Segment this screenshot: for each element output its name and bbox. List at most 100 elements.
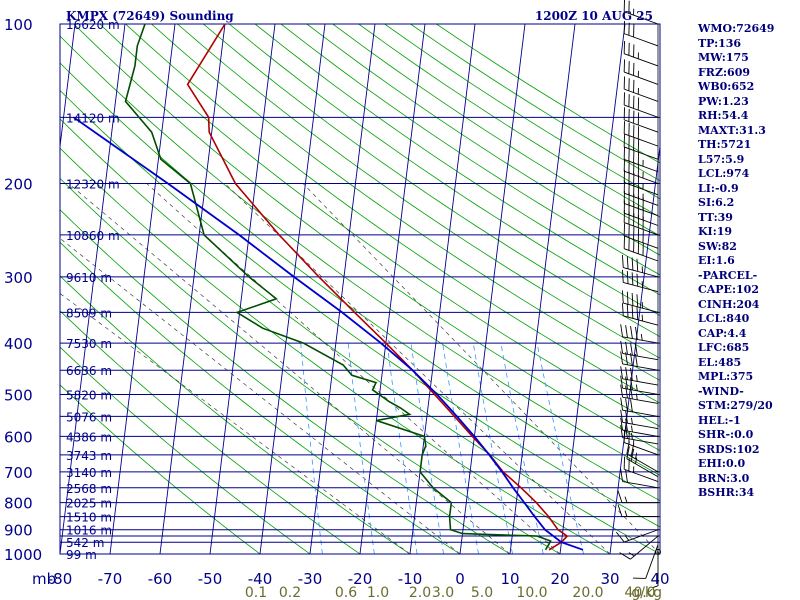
wind-barb — [623, 223, 659, 249]
wind-staff — [624, 192, 659, 206]
index-row: EL:485 — [698, 355, 742, 369]
index-row: LFC:685 — [698, 341, 750, 354]
adiabat-lines — [60, 24, 660, 554]
wind-barb — [622, 290, 659, 313]
isotherm — [109, 24, 176, 554]
index-row: -PARCEL- — [698, 268, 758, 282]
wind-feather — [636, 307, 639, 320]
wind-feather — [626, 291, 629, 305]
height-label: 16620 m — [66, 18, 120, 32]
temperature-tick-label: 10 — [500, 570, 519, 588]
wind-feather — [625, 385, 628, 399]
wind-half-feather — [624, 496, 628, 503]
dry-adiabat — [177, 24, 660, 359]
wind-feather — [625, 325, 628, 338]
wind-feather — [622, 303, 624, 316]
index-row: PW:1.23 — [698, 94, 749, 108]
wind-staff — [623, 302, 659, 313]
dry-adiabat — [203, 24, 660, 338]
wind-feather — [625, 376, 628, 390]
index-row: SI:6.2 — [698, 196, 735, 209]
dry-adiabat — [60, 275, 411, 554]
index-row: TT:39 — [698, 210, 733, 224]
wind-staff — [623, 315, 659, 326]
wind-half-feather — [635, 457, 638, 464]
wind-barb — [623, 0, 659, 25]
wind-barb — [623, 92, 659, 118]
wind-barb — [623, 158, 659, 184]
wind-staff — [624, 71, 659, 85]
wind-feather — [631, 305, 634, 319]
wind-barb — [623, 169, 659, 196]
plot-frame — [59, 23, 661, 555]
wind-barb — [620, 384, 659, 404]
wind-staff — [622, 336, 659, 344]
index-row: SHR-:0.0 — [698, 428, 754, 441]
wind-feather — [625, 398, 628, 412]
wind-barb — [619, 535, 659, 560]
wind-staff — [624, 202, 659, 217]
isotherm — [509, 24, 576, 554]
pressure-tick-label: 1000 — [4, 546, 42, 564]
wind-feather — [626, 271, 629, 284]
index-row: EI:1.6 — [698, 254, 735, 267]
wind-feather — [630, 399, 633, 412]
wind-feather — [635, 343, 638, 357]
wind-staff — [624, 133, 659, 147]
wind-feather — [620, 351, 623, 365]
wind-staff — [622, 363, 659, 371]
height-label: 5820 m — [66, 388, 112, 402]
wind-feather — [626, 304, 629, 318]
wind-feather — [622, 290, 624, 304]
temperature-tick-label: 0 — [455, 570, 465, 588]
dewpoint-trace — [124, 24, 552, 551]
pressure-tick-label: 600 — [4, 428, 33, 446]
isotherm — [259, 24, 326, 554]
wind-feather — [636, 273, 639, 287]
isotherm — [159, 24, 226, 554]
wind-barb — [622, 254, 659, 278]
height-label: 7530 m — [66, 337, 112, 351]
wind-staff — [622, 396, 659, 404]
height-label: 9610 m — [66, 271, 112, 285]
pressure-tick-label: 400 — [4, 335, 33, 353]
wind-staff — [624, 222, 659, 236]
wind-barb — [620, 417, 659, 437]
wind-barb — [620, 425, 659, 445]
dry-adiabat — [280, 24, 660, 276]
wind-staff — [622, 387, 659, 395]
dry-adiabat — [60, 384, 261, 554]
wind-half-feather — [624, 535, 630, 541]
wind-half-feather — [631, 425, 633, 432]
wind-staff — [624, 248, 659, 262]
temperature-tick-label: -50 — [198, 570, 223, 588]
index-row: SW:82 — [698, 239, 737, 253]
index-row: HEL:-1 — [698, 413, 741, 427]
isotherm — [559, 24, 626, 554]
height-label: 12320 m — [66, 178, 120, 192]
mixing-ratio-label: 0.1 — [245, 585, 267, 600]
wind-feather — [620, 417, 623, 431]
wind-barb — [620, 468, 659, 489]
isotherm — [60, 24, 76, 151]
index-row: TH:5721 — [698, 138, 752, 151]
mixing-ratio-label: 10.0 — [516, 585, 547, 600]
wind-staff — [624, 88, 659, 102]
wind-feather — [617, 504, 623, 517]
wind-barb — [623, 107, 659, 133]
height-label: 3140 m — [66, 466, 112, 480]
wind-barb — [623, 236, 659, 262]
dry-adiabat — [60, 310, 361, 554]
height-label: 1510 m — [66, 511, 112, 525]
wind-feather — [620, 397, 623, 411]
parcel-trace — [73, 116, 584, 551]
temperature-tick-label: 20 — [550, 570, 569, 588]
mixing-ratio-unit: g/kg — [631, 585, 662, 600]
wind-feather — [620, 409, 623, 423]
wind-barb — [622, 269, 659, 293]
sounding-traces — [73, 24, 584, 551]
temperature-tick-label: -40 — [248, 570, 273, 588]
wind-staff — [624, 11, 659, 25]
wind-feather — [630, 386, 633, 400]
